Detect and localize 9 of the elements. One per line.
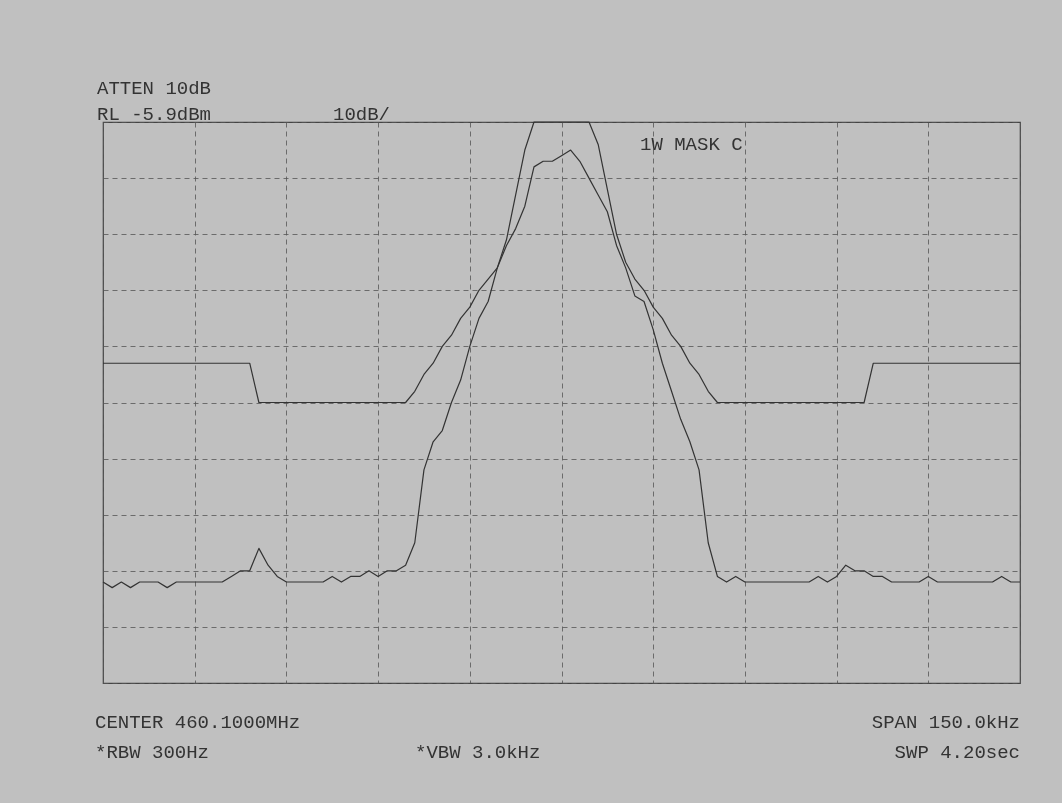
text: CENTER 460.1000MHz [95, 712, 301, 734]
annotation: 10dB/ [333, 104, 391, 126]
text: SPAN 150.0kHz [871, 712, 1020, 734]
text: *RBW 300Hz [95, 742, 210, 764]
text: ATTEN 10dB [97, 78, 212, 100]
text: SWP 4.20sec [894, 742, 1020, 764]
annotation: 1W MASK C [640, 134, 743, 156]
text: *VBW 3.0kHz [415, 742, 541, 764]
annotation: RL -5.9dBm [97, 104, 212, 126]
